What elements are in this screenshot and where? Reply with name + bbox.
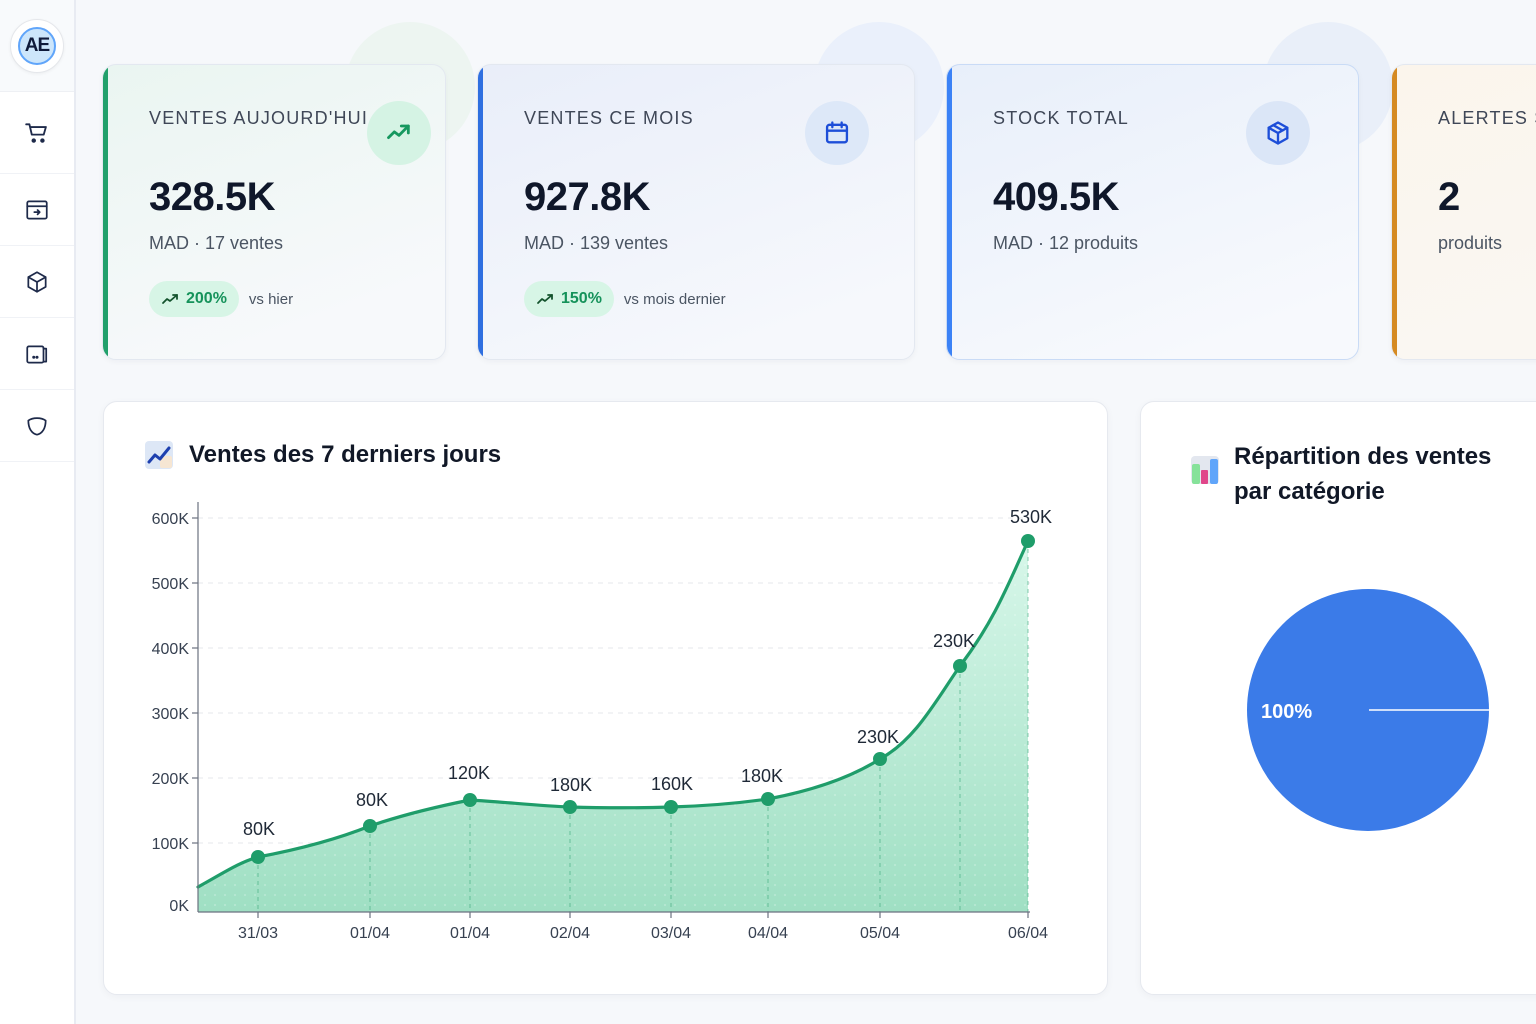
trend-row: 150% vs mois dernier: [524, 281, 726, 317]
icon-badge: [805, 101, 869, 165]
inbox-arrow-icon: [26, 199, 48, 220]
trending-up-icon: [162, 294, 178, 304]
sidebar-header: AE: [0, 0, 74, 92]
kpi-value: 927.8K: [524, 175, 650, 219]
trending-up-icon: [537, 294, 553, 304]
package-icon: [1267, 121, 1289, 145]
kpi-label: VENTES AUJOURD'HUI: [149, 108, 369, 128]
icon-badge: [367, 101, 431, 165]
panel-title: Répartition des ventes par catégorie: [1234, 439, 1491, 509]
trend-row: 200% vs hier: [149, 281, 293, 317]
trend-badge: 150%: [524, 281, 614, 317]
bar-chart-icon: [1191, 456, 1219, 484]
panel-title-line1: Répartition des ventes: [1234, 443, 1492, 470]
kpi-subtitle: MAD · 17 ventes: [149, 233, 284, 253]
trend-value: 150%: [561, 290, 602, 307]
category-breakdown-panel: Répartition des ventes par catégorie: [1140, 401, 1536, 995]
kpi-card-sales-today[interactable]: VENTES AUJOURD'HUI 328.5K MAD · 17 vente…: [102, 64, 446, 360]
shield-icon: [27, 416, 47, 436]
card-accent-bar: [103, 65, 108, 359]
kpi-card-sales-month[interactable]: VENTES CE MOIS 927.8K MAD · 139 ventes 1…: [477, 64, 915, 360]
sidebar: AE: [0, 0, 76, 1024]
icon-badge: [1246, 101, 1310, 165]
kpi-subtitle: MAD · 12 produits: [993, 233, 1139, 253]
sidebar-item-sales[interactable]: [0, 92, 74, 174]
kpi-card-stock-total[interactable]: STOCK TOTAL 409.5K MAD · 12 produits: [946, 64, 1359, 360]
kpi-subtitle: MAD · 139 ventes: [524, 233, 669, 253]
kpi-value: 409.5K: [993, 175, 1119, 219]
card-accent-bar: [947, 65, 952, 359]
kpi-label: ALERTES S: [1438, 108, 1536, 128]
kpi-label: STOCK TOTAL: [993, 108, 1129, 128]
card-accent-bar: [478, 65, 483, 359]
sidebar-item-orders[interactable]: [0, 174, 74, 246]
sidebar-item-security[interactable]: [0, 390, 74, 462]
trending-up-icon: [387, 124, 410, 140]
sidebar-item-invoices[interactable]: [0, 318, 74, 390]
kpi-subtitle: produits: [1438, 233, 1503, 253]
sales-7-days-panel: Ventes des 7 derniers jours: [103, 401, 1108, 995]
card-accent-bar: [1392, 65, 1397, 359]
kpi-value: 328.5K: [149, 175, 275, 219]
avatar[interactable]: AE: [10, 18, 64, 73]
trend-badge: 200%: [149, 281, 239, 317]
box-icon: [27, 270, 47, 293]
kpi-card-stock-alerts[interactable]: ALERTES S 2 produits: [1391, 64, 1536, 360]
chart-line-icon: [145, 441, 173, 469]
kpi-value: 2: [1438, 175, 1460, 219]
panel-title-line2: par catégorie: [1234, 478, 1385, 505]
trend-compare: vs hier: [248, 290, 294, 308]
receipt-icon: [26, 345, 48, 364]
trend-compare: vs mois dernier: [623, 290, 726, 308]
panel-title: Ventes des 7 derniers jours: [189, 441, 502, 468]
trend-value: 200%: [186, 290, 227, 307]
calendar-icon: [825, 121, 849, 144]
avatar-initials: AE: [18, 26, 56, 65]
cart-icon: [25, 122, 47, 143]
kpi-label: VENTES CE MOIS: [524, 108, 694, 128]
sidebar-item-products[interactable]: [0, 246, 74, 318]
